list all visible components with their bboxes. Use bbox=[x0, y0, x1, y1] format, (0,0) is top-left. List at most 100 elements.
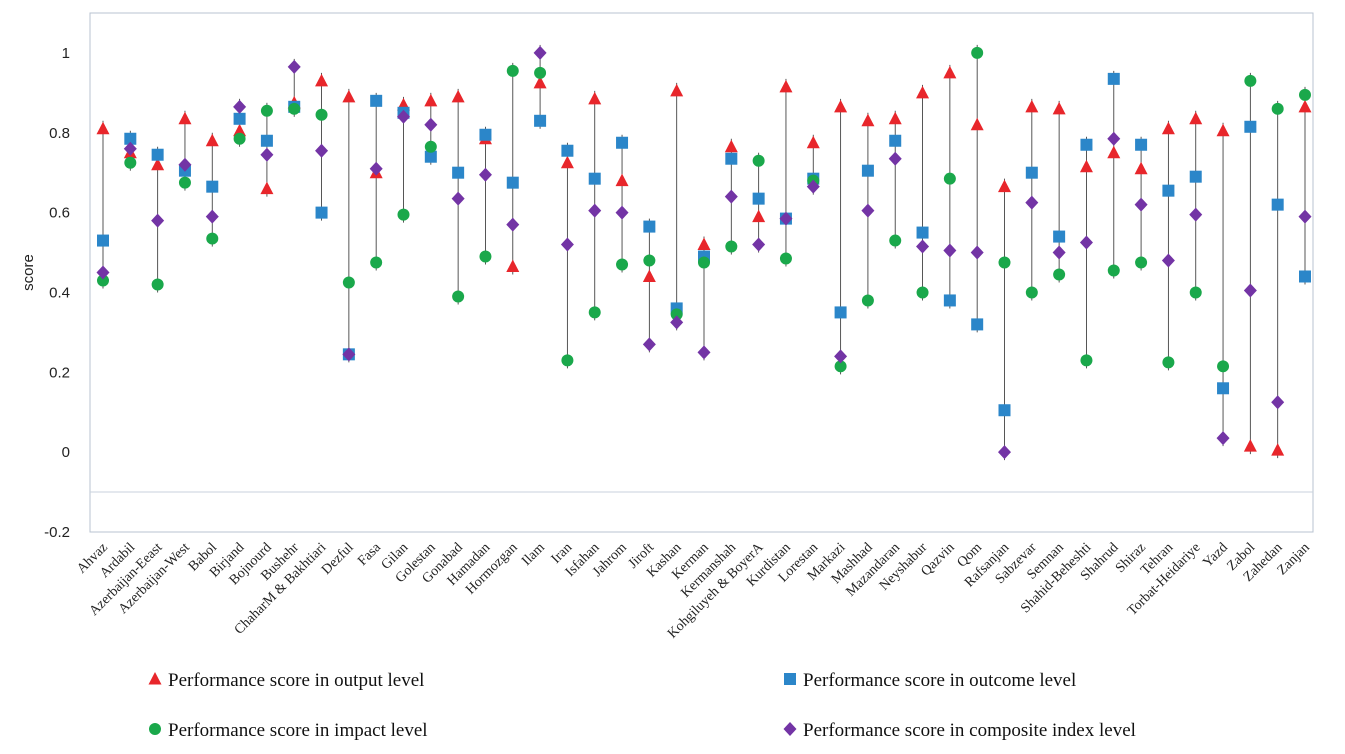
output-point bbox=[779, 79, 793, 93]
composite-point bbox=[123, 141, 137, 156]
outcome-point bbox=[561, 144, 574, 157]
output-point bbox=[1134, 161, 1148, 175]
composite-point bbox=[451, 191, 465, 206]
impact-point bbox=[861, 294, 874, 307]
composite-point bbox=[916, 239, 930, 254]
impact-point bbox=[1053, 268, 1066, 281]
composite-point bbox=[342, 347, 356, 362]
impact-point bbox=[752, 154, 765, 167]
composite-point bbox=[151, 213, 165, 228]
outcome-point bbox=[370, 94, 383, 107]
outcome-point bbox=[1162, 184, 1175, 197]
composite-point bbox=[998, 445, 1011, 460]
impact-point bbox=[315, 108, 328, 121]
outcome-point bbox=[1271, 198, 1284, 211]
impact-point bbox=[479, 250, 492, 263]
legend-label: Performance score in outcome level bbox=[803, 670, 1076, 691]
impact-point bbox=[616, 258, 629, 271]
output-point bbox=[1079, 159, 1093, 173]
y-tick-label: -0.2 bbox=[44, 524, 70, 541]
composite-point bbox=[315, 143, 329, 158]
impact-point bbox=[506, 64, 519, 77]
y-tick-label: 0.4 bbox=[49, 284, 70, 301]
composite-point bbox=[287, 59, 301, 74]
outcome-point bbox=[1053, 230, 1066, 243]
outcome-point bbox=[588, 172, 601, 185]
composite-point bbox=[1298, 209, 1312, 224]
impact-point bbox=[1271, 102, 1284, 115]
output-point bbox=[1052, 101, 1066, 115]
output-point bbox=[260, 181, 274, 195]
y-tick-label: 0 bbox=[62, 444, 70, 461]
composite-point bbox=[697, 345, 711, 360]
outcome-point bbox=[1244, 120, 1257, 133]
composite-point bbox=[233, 99, 247, 114]
composite-point bbox=[834, 349, 848, 364]
output-point bbox=[1298, 99, 1312, 113]
output-point bbox=[834, 99, 848, 113]
output-point bbox=[1161, 121, 1175, 135]
legend-output-point-marker bbox=[148, 672, 162, 685]
y-tick-label: 0.8 bbox=[49, 125, 70, 142]
output-point bbox=[752, 209, 766, 223]
composite-point bbox=[752, 237, 766, 252]
impact-point bbox=[971, 46, 984, 59]
outcome-point bbox=[1135, 138, 1148, 151]
composite-point bbox=[724, 189, 738, 204]
output-point bbox=[724, 139, 738, 153]
composite-point bbox=[943, 243, 957, 258]
impact-point bbox=[779, 252, 792, 265]
composite-point bbox=[260, 147, 274, 162]
impact-point bbox=[124, 156, 137, 169]
legend-impact-point-marker bbox=[149, 723, 161, 735]
y-axis-label: score bbox=[20, 254, 37, 291]
impact-point bbox=[725, 240, 738, 253]
outcome-point bbox=[534, 114, 547, 127]
impact-point bbox=[288, 102, 301, 115]
legend-composite-point-marker bbox=[783, 722, 797, 736]
output-point bbox=[315, 73, 329, 87]
outcome-point bbox=[1217, 382, 1230, 395]
composite-point bbox=[1243, 283, 1257, 298]
composite-point bbox=[205, 209, 219, 224]
impact-point bbox=[342, 276, 355, 289]
impact-point bbox=[1135, 256, 1148, 269]
output-point bbox=[151, 157, 165, 171]
composite-point bbox=[588, 203, 602, 218]
outcome-point bbox=[834, 306, 847, 319]
composite-point bbox=[779, 211, 793, 226]
impact-point bbox=[534, 66, 547, 79]
impact-point bbox=[206, 232, 219, 245]
impact-point bbox=[1217, 360, 1230, 373]
impact-point bbox=[670, 308, 683, 321]
output-point bbox=[998, 179, 1011, 193]
outcome-point bbox=[1107, 72, 1120, 85]
output-point bbox=[1216, 123, 1230, 137]
output-point bbox=[670, 83, 684, 97]
impact-point bbox=[643, 254, 656, 267]
outcome-point bbox=[861, 164, 874, 177]
output-point bbox=[916, 85, 930, 99]
outcome-point bbox=[233, 112, 246, 125]
legend-outcome-point-marker bbox=[784, 673, 796, 685]
impact-point bbox=[397, 208, 410, 221]
composite-point bbox=[369, 161, 383, 176]
outcome-point bbox=[151, 148, 164, 161]
output-point bbox=[888, 111, 902, 125]
impact-point bbox=[1189, 286, 1202, 299]
output-point bbox=[560, 155, 574, 169]
outcome-point bbox=[998, 404, 1011, 417]
composite-point bbox=[1079, 235, 1093, 250]
impact-point bbox=[233, 132, 246, 145]
impact-point bbox=[698, 256, 710, 269]
impact-point bbox=[151, 278, 164, 291]
output-point bbox=[615, 173, 629, 187]
outcome-point bbox=[124, 132, 137, 145]
impact-point bbox=[1080, 354, 1093, 367]
composite-point bbox=[642, 337, 656, 352]
output-point bbox=[1243, 439, 1257, 452]
composite-point bbox=[1216, 431, 1230, 446]
y-tick-label: 0.6 bbox=[49, 205, 70, 222]
output-point bbox=[806, 135, 820, 149]
